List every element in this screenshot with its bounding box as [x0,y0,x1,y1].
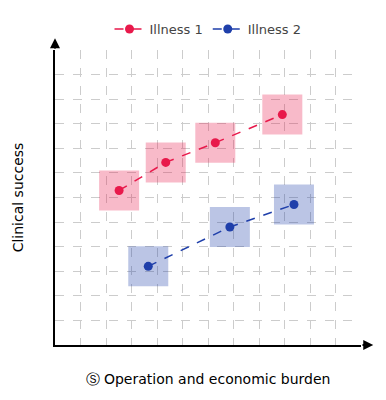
svg-text:Illness 2: Illness 2 [248,22,301,37]
svg-text:Illness 1: Illness 1 [150,22,203,37]
svg-text:Clinical success: Clinical success [10,143,26,253]
svg-text:Ⓢ Operation and economic burde: Ⓢ Operation and economic burden [86,371,331,387]
